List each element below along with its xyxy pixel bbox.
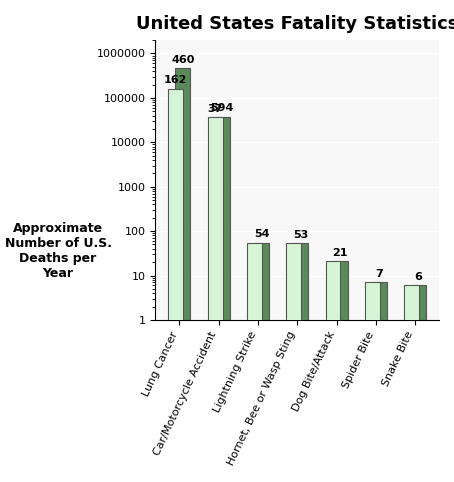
Text: 7: 7 — [375, 269, 383, 279]
Bar — [286, 243, 301, 482]
Text: 162: 162 — [164, 75, 188, 85]
Bar — [168, 89, 183, 482]
Text: 54: 54 — [254, 229, 269, 240]
Bar — [404, 285, 419, 482]
Text: 6: 6 — [415, 272, 423, 282]
Bar — [372, 282, 387, 482]
Bar — [293, 243, 308, 482]
Text: Approximate
Number of U.S.
Deaths per
Year: Approximate Number of U.S. Deaths per Ye… — [5, 222, 112, 280]
Text: 53: 53 — [293, 230, 308, 240]
Bar — [254, 243, 269, 482]
Bar — [326, 261, 340, 482]
Bar — [333, 261, 347, 482]
Text: 594: 594 — [211, 103, 234, 113]
Title: United States Fatality Statistics: United States Fatality Statistics — [136, 15, 454, 33]
Bar — [215, 117, 230, 482]
Text: 460: 460 — [171, 55, 195, 65]
Text: 21: 21 — [332, 248, 348, 258]
Bar — [175, 68, 190, 482]
Bar — [365, 282, 380, 482]
Bar — [247, 243, 262, 482]
Bar — [411, 285, 426, 482]
Text: 37: 37 — [207, 104, 223, 114]
Bar — [207, 117, 222, 482]
